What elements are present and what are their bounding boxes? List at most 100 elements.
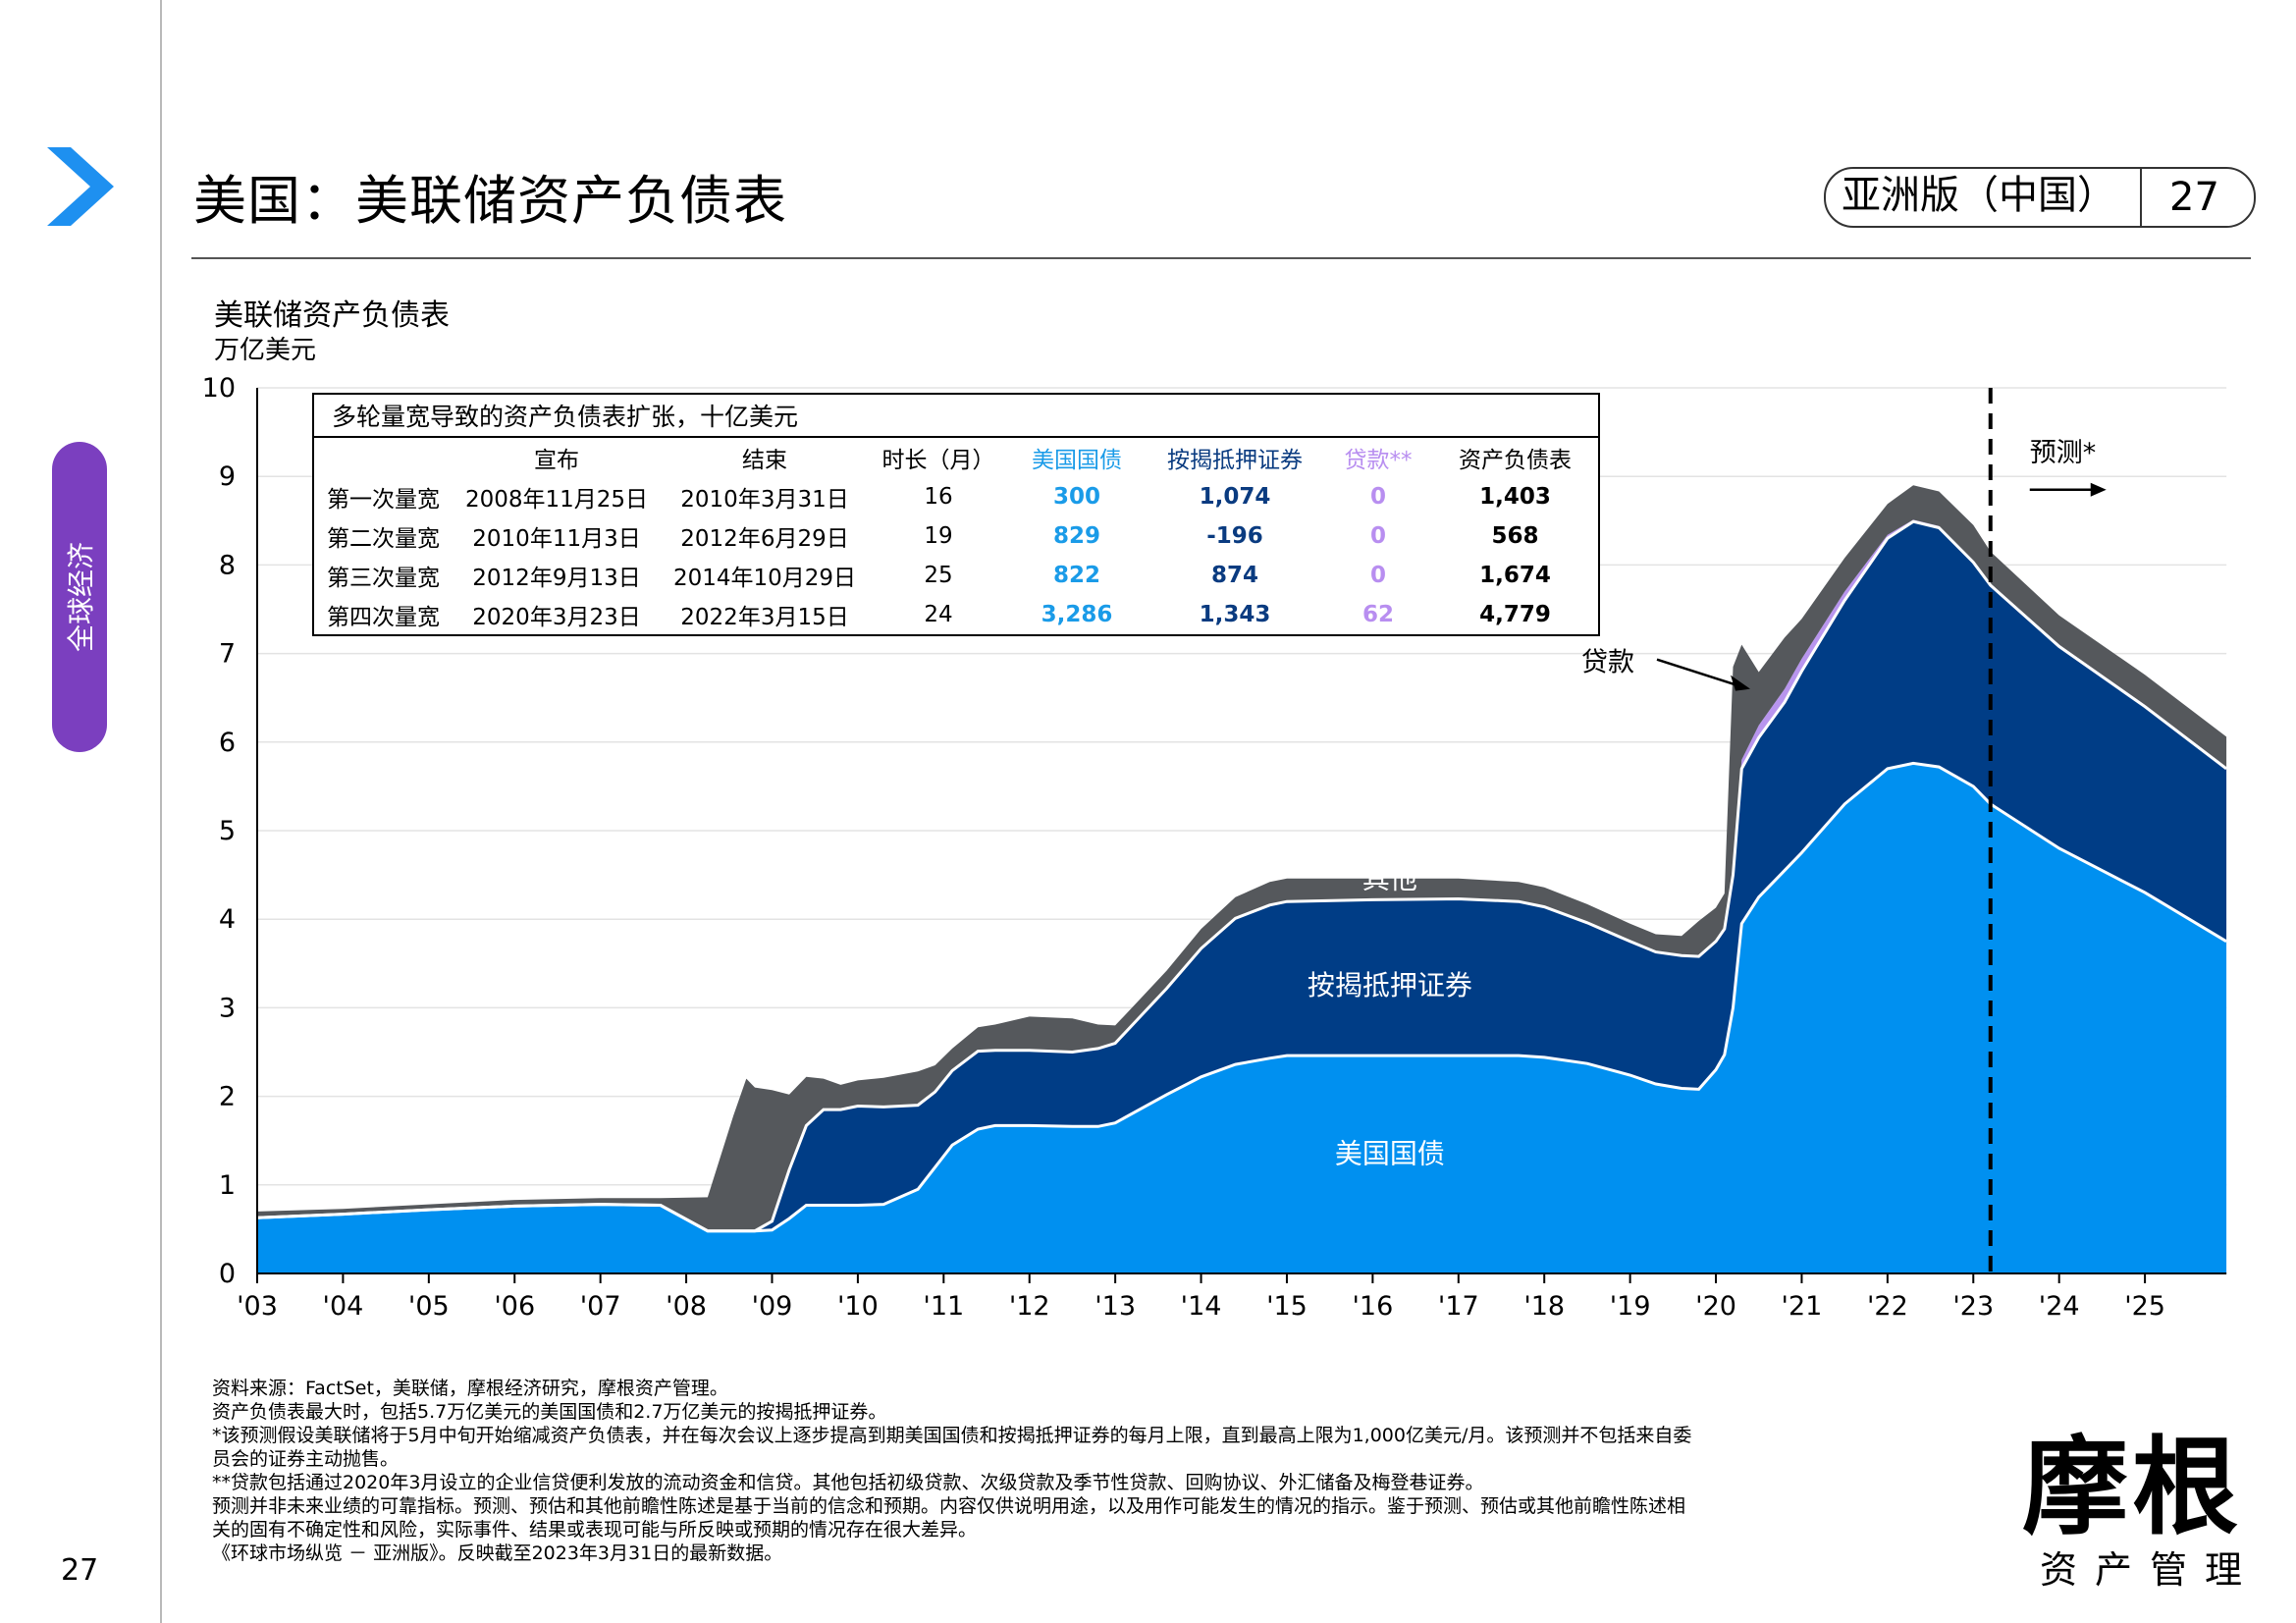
page-title: 美国：美联储资产负债表 bbox=[193, 170, 787, 232]
loan-label: 贷款 bbox=[1581, 648, 1634, 678]
qe-cell: -196 bbox=[1206, 523, 1263, 549]
forecast-label: 预测* bbox=[2030, 438, 2097, 468]
forecast-arrowhead bbox=[2090, 482, 2107, 497]
x-tick-label: '25 bbox=[2124, 1291, 2165, 1322]
x-tick-label: '12 bbox=[1009, 1291, 1050, 1322]
area-label: 美国国债 bbox=[1335, 1137, 1445, 1169]
qe-cell: 300 bbox=[1052, 484, 1100, 510]
qe-cell: 874 bbox=[1210, 563, 1258, 588]
qe-cell: 第四次量宽 bbox=[327, 605, 440, 630]
qe-header-cell: 时长（月） bbox=[881, 448, 995, 473]
qe-cell: 2010年11月3日 bbox=[472, 526, 641, 552]
edition-page-number: 27 bbox=[2169, 175, 2219, 220]
y-tick-label: 2 bbox=[219, 1082, 236, 1112]
y-tick-label: 6 bbox=[219, 728, 236, 758]
y-tick-label: 4 bbox=[219, 904, 236, 935]
axes: 0 1 2 3 4 5 6 7 8 9 10 '03 '04 '05 '06 '07 '08 '09 '10 '11 '… bbox=[202, 373, 2227, 1322]
qe-cell: 3,286 bbox=[1041, 602, 1113, 627]
qe-row: 第二次量宽 2010年11月3日 2012年6月29日 19 829 -196 0 568 bbox=[313, 516, 1599, 556]
qe-table-caption: 多轮量宽导致的资产负债表扩张，十亿美元 bbox=[313, 394, 1600, 438]
qe-cell: 24 bbox=[924, 602, 953, 627]
page-number: 27 bbox=[61, 1553, 99, 1588]
qe-cell: 2010年3月31日 bbox=[680, 487, 849, 513]
footnote-line: 资产负债表最大时，包括5.7万亿美元的美国国债和2.7万亿美元的按揭抵押证券。 bbox=[212, 1401, 887, 1423]
x-tick-label: '14 bbox=[1181, 1291, 1222, 1322]
x-tick-label: '06 bbox=[494, 1291, 535, 1322]
edition-divider bbox=[2140, 167, 2142, 228]
loan-arrowhead bbox=[1731, 675, 1750, 691]
footnote-line: 员会的证券主动抛售。 bbox=[212, 1448, 400, 1470]
footnote-line: 预测并非未来业绩的可靠指标。预测、预估和其他前瞻性陈述是基于当前的信念和预期。内… bbox=[212, 1495, 1686, 1517]
qe-cell: 2012年9月13日 bbox=[472, 566, 641, 591]
footnote-line: *该预测假设美联储将于5月中旬开始缩减资产负债表，并在每次会议上逐步提高到期美国… bbox=[212, 1425, 1692, 1446]
y-tick-label: 10 bbox=[202, 373, 236, 404]
qe-header-cell: 宣布 bbox=[534, 448, 579, 473]
x-tick-label: '24 bbox=[2039, 1291, 2080, 1322]
brand-subtitle: 资产管理 bbox=[2040, 1548, 2261, 1592]
qe-row: 第一次量宽 2008年11月25日 2010年3月31日 16 300 1,074 0 1,4… bbox=[313, 477, 1599, 516]
x-tick-label: '13 bbox=[1095, 1291, 1136, 1322]
x-tick-label: '20 bbox=[1695, 1291, 1736, 1322]
qe-cell: 4,779 bbox=[1479, 602, 1551, 627]
qe-cell: 829 bbox=[1052, 523, 1100, 549]
qe-cell: 2008年11月25日 bbox=[464, 487, 649, 513]
qe-cell: 第一次量宽 bbox=[327, 487, 440, 513]
series-boundary-line bbox=[256, 761, 2227, 1233]
y-tick-label: 9 bbox=[219, 461, 236, 492]
qe-row: 第三次量宽 2012年9月13日 2014年10月29日 25 822 874 0 1,674 bbox=[313, 556, 1599, 595]
side-tab[interactable] bbox=[52, 442, 107, 752]
y-tick-label: 3 bbox=[219, 993, 236, 1023]
qe-header-cell: 资产负债表 bbox=[1459, 448, 1572, 473]
area-label: 其他 bbox=[1362, 863, 1417, 895]
footnote-line: **贷款包括通过2020年3月设立的企业信贷便利发放的流动资金和信贷。其他包括初… bbox=[212, 1472, 1484, 1493]
qe-cell: 0 bbox=[1369, 523, 1386, 549]
x-tick-label: '03 bbox=[237, 1291, 278, 1322]
footnote-line: 资料来源：FactSet，美联储，摩根经济研究，摩根资产管理。 bbox=[212, 1378, 728, 1399]
x-tick-label: '09 bbox=[752, 1291, 793, 1322]
x-tick-label: '04 bbox=[323, 1291, 364, 1322]
qe-cell: 19 bbox=[924, 523, 953, 549]
qe-cell: 822 bbox=[1052, 563, 1100, 588]
x-tick-label: '10 bbox=[837, 1291, 879, 1322]
qe-cell: 0 bbox=[1369, 484, 1386, 510]
area-美国国债 bbox=[257, 763, 2227, 1273]
qe-cell: 2014年10月29日 bbox=[672, 566, 857, 591]
x-tick-label: '23 bbox=[1952, 1291, 1994, 1322]
x-tick-label: '05 bbox=[408, 1291, 450, 1322]
footnote-line: 关的固有不确定性和风险，实际事件、结果或表现可能与所反映或预期的情况存在很大差异… bbox=[212, 1519, 978, 1541]
qe-cell: 25 bbox=[924, 563, 953, 588]
series-boundary-line bbox=[256, 519, 2228, 1233]
qe-header-cell: 贷款** bbox=[1344, 448, 1413, 473]
chart-unit: 万亿美元 bbox=[214, 336, 317, 365]
x-tick-label: '18 bbox=[1523, 1291, 1565, 1322]
edition-badge bbox=[1824, 167, 2256, 228]
y-tick-label: 7 bbox=[219, 639, 236, 670]
x-tick-label: '17 bbox=[1438, 1291, 1479, 1322]
stacked-areas bbox=[256, 485, 2228, 1273]
qe-cell: 2022年3月15日 bbox=[680, 605, 849, 630]
loan-arrow bbox=[1656, 658, 1737, 686]
chart-title: 美联储资产负债表 bbox=[214, 298, 450, 333]
qe-row: 第四次量宽 2020年3月23日 2022年3月15日 24 3,286 1,343 62 4… bbox=[313, 595, 1599, 635]
y-tick-label: 8 bbox=[219, 550, 236, 580]
x-tick-label: '22 bbox=[1867, 1291, 1908, 1322]
x-tick-label: '15 bbox=[1266, 1291, 1308, 1322]
x-tick-label: '19 bbox=[1610, 1291, 1651, 1322]
y-tick-label: 1 bbox=[219, 1170, 236, 1201]
qe-cell: 1,074 bbox=[1199, 484, 1271, 510]
edition-label: 亚洲版（中国） bbox=[1842, 173, 2116, 218]
brand-logo: 摩根 bbox=[2022, 1426, 2243, 1549]
qe-cell: 568 bbox=[1491, 523, 1539, 549]
qe-cell: 第二次量宽 bbox=[327, 526, 440, 552]
footnote-line: 《环球市场纵览 － 亚洲版》。反映截至2023年3月31日的最新数据。 bbox=[212, 1542, 783, 1564]
x-tick-label: '21 bbox=[1782, 1291, 1823, 1322]
qe-header-cell: 结束 bbox=[742, 448, 787, 473]
qe-cell: 62 bbox=[1362, 602, 1394, 627]
x-tick-label: '16 bbox=[1352, 1291, 1393, 1322]
footnotes: 资料来源：FactSet，美联储，摩根经济研究，摩根资产管理。 资产负债表最大时，… bbox=[212, 1377, 1959, 1565]
chevron-right-icon bbox=[47, 147, 114, 226]
qe-table: 多轮量宽导致的资产负债表扩张，十亿美元 宣布 结束 时长（月） 美国国债 按揭抵押证券 贷款… bbox=[312, 393, 1601, 636]
y-tick-label: 0 bbox=[219, 1259, 236, 1289]
area-label: 按揭抵押证券 bbox=[1308, 969, 1472, 1001]
